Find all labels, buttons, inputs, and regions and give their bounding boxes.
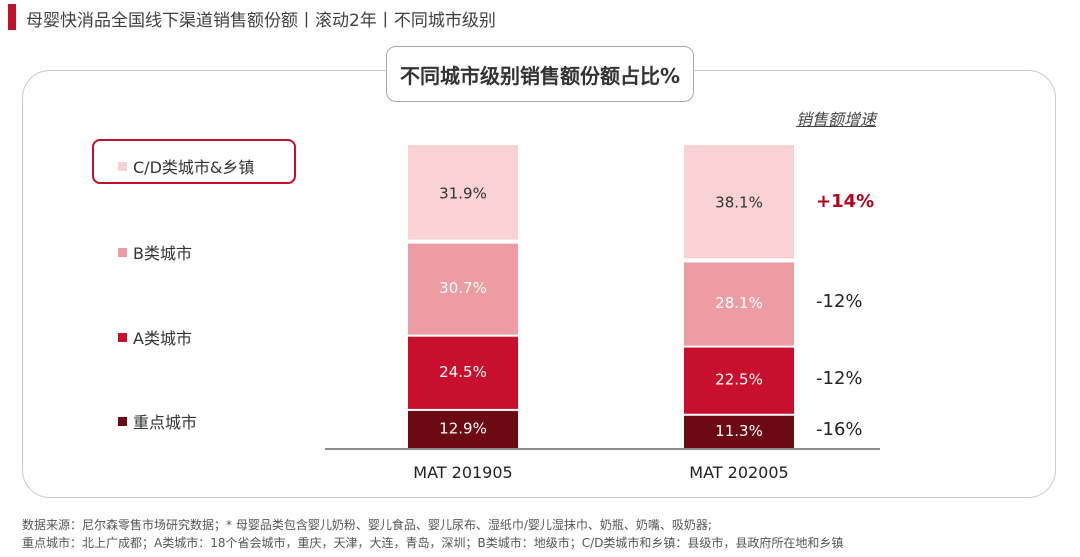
legend-label-0: 重点城市: [133, 413, 198, 432]
data-label-0-0: 12.9%: [439, 419, 487, 437]
legend-item-2: B类城市: [118, 240, 192, 264]
legend-highlight-box: [92, 139, 296, 184]
header-accent-bar: [8, 4, 16, 30]
legend-item-0: 重点城市: [118, 409, 197, 433]
x-tick-label-0: MAT 201905: [413, 463, 512, 482]
bar-segment-0-1: [684, 415, 794, 448]
data-label-1-1: 22.5%: [715, 371, 763, 389]
bar-segment-1-0: [408, 336, 518, 409]
legend-label-2: B类城市: [133, 244, 192, 263]
bar-segment-2-1: [684, 262, 794, 346]
page-title: 母婴快消品全国线下渠道销售额份额丨滚动2年丨不同城市级别: [26, 11, 496, 31]
legend-item-1: A类城市: [118, 325, 192, 349]
legend-swatch-0: [118, 416, 127, 426]
legend-label-1: A类城市: [133, 329, 192, 348]
growth-label-3: +14%: [816, 190, 875, 212]
source-note-line2: 重点城市：北上广成都；A类城市：18个省会城市，重庆，天津，大连，青岛，深圳；B…: [22, 536, 844, 550]
growth-header: 销售额增速: [796, 110, 877, 129]
data-label-3-1: 38.1%: [715, 194, 763, 212]
growth-label-1: -12%: [816, 367, 863, 389]
bar-segment-2-0: [408, 243, 518, 335]
bar-segment-0-0: [408, 410, 518, 448]
bar-segment-1-1: [684, 347, 794, 414]
chart-title: 不同城市级别销售额份额占比%: [386, 46, 694, 102]
bar-segment-3-0: [408, 145, 518, 240]
legend-item-3: C/D类城市&乡镇: [118, 154, 254, 178]
legend-swatch-1: [118, 332, 127, 342]
data-label-1-0: 24.5%: [439, 363, 487, 381]
data-label-2-1: 28.1%: [715, 294, 763, 312]
x-tick-label-1: MAT 202005: [689, 463, 788, 482]
source-note-line1: 数据来源：尼尔森零售市场研究数据；* 母婴品类包含婴儿奶粉、婴儿食品、婴儿尿布、…: [22, 518, 712, 532]
legend-swatch-2: [118, 247, 127, 257]
growth-label-2: -12%: [816, 291, 863, 312]
bar-segment-3-1: [684, 145, 794, 259]
data-label-2-0: 30.7%: [439, 279, 487, 297]
legend-label-3: C/D类城市&乡镇: [133, 158, 255, 177]
growth-label-0: -16%: [816, 418, 863, 440]
data-label-3-0: 31.9%: [439, 184, 487, 202]
legend-swatch-3: [118, 161, 127, 171]
data-label-0-1: 11.3%: [715, 422, 763, 440]
